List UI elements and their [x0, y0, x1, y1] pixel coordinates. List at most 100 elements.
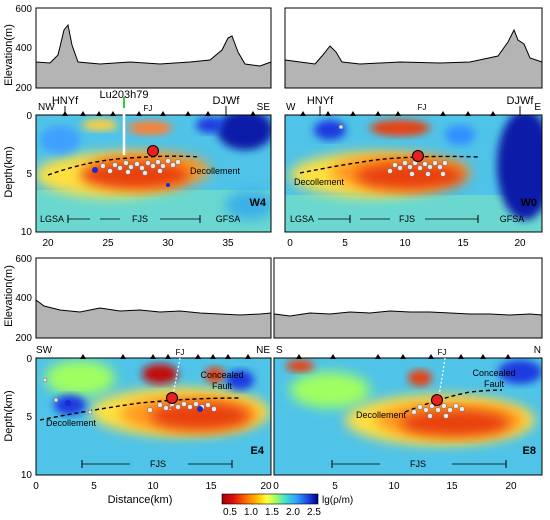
w4-fault1-label: HNYf: [52, 95, 79, 107]
w4-x-tick-20: 20: [42, 238, 54, 249]
w0-seismicity: [338, 124, 448, 177]
e4-x-tick-10: 10: [147, 481, 159, 492]
e4-decollement-label: Decollement: [46, 418, 97, 428]
w0-x-tick-5: 5: [342, 238, 348, 249]
colorbar-label: lg(ρ/m): [322, 495, 353, 506]
depth-tick-5-b: 5: [26, 412, 32, 423]
e8-section: S N FJ Concealed Fault Decollement E8 FJ…: [273, 345, 543, 492]
e8-decollement-label: Decollement: [356, 410, 407, 420]
w4-right-dir: SE: [257, 102, 271, 113]
depth-axis-label-top: Depth(km): [3, 146, 15, 197]
e4-left-dir: SW: [36, 345, 53, 356]
elev-tick-200-a: 200: [15, 83, 32, 94]
e8-x-tick-0: 0: [273, 481, 279, 492]
depth-tick-10-b: 10: [21, 470, 33, 481]
e8-stations: [296, 354, 511, 359]
e4-fj-label: FJ: [176, 348, 185, 357]
elev-tick-200-b: 200: [15, 333, 32, 344]
w0-zone-gfsa: GFSA: [500, 214, 525, 224]
e8-terrain: [273, 310, 543, 339]
w0-zone-lgsa: LGSA: [290, 214, 314, 224]
e8-right-dir: N: [534, 345, 541, 356]
e8-x-tick-5: 5: [332, 481, 338, 492]
w4-section: Lu203h79 NW SE HNYf DJWf FJ Decollement …: [21, 89, 272, 249]
w4-decollement-label: Decollement: [190, 166, 241, 176]
e8-left-dir: S: [276, 345, 283, 356]
e4-concealed-label-2: Fault: [212, 381, 233, 391]
e8-x-tick-15: 15: [446, 481, 458, 492]
w0-terrain: [284, 28, 543, 89]
w4-x-tick-30: 30: [162, 238, 174, 249]
elev-tick-600-a: 600: [15, 4, 32, 15]
w4-fault2-label: DJWf: [213, 95, 241, 107]
w4-mainshock-icon: [147, 145, 159, 157]
elev-tick-400-a: 400: [15, 43, 32, 54]
e4-decollement-line: [39, 397, 241, 421]
w4-zone-lgsa: LGSA: [40, 214, 64, 224]
w4-elevation-panel: 600 400 200: [15, 4, 272, 94]
distance-axis-label: Distance(km): [108, 494, 173, 506]
e8-fj-label: FJ: [438, 348, 447, 357]
w4-stations: [62, 111, 256, 116]
w0-right-dir: E: [534, 102, 541, 113]
e8-decollement-line: [404, 389, 503, 413]
w4-id-label: W4: [250, 197, 267, 209]
w0-x-tick-15: 15: [457, 238, 469, 249]
w4-seismicity: [100, 158, 181, 176]
colorbar-tick-1: 1.0: [244, 507, 258, 518]
colorbar-tick-2: 1.5: [265, 507, 279, 518]
elevation-axis-label-bottom: Elevation(m): [3, 265, 15, 327]
colorbar-gradient: [221, 493, 319, 505]
e4-x-tick-0: 0: [33, 481, 39, 492]
w4-fj-label: FJ: [144, 104, 153, 113]
e8-concealed-label-2: Fault: [484, 379, 505, 389]
depth-axis-label-bottom: Depth(km): [3, 390, 15, 441]
e8-concealed-fault-line: [437, 357, 446, 401]
w4-well-label: Lu203h79: [100, 89, 149, 101]
w4-x-tick-35: 35: [222, 238, 234, 249]
elev-tick-600-b: 600: [15, 254, 32, 265]
w0-decollement-line: [299, 155, 481, 174]
e4-concealed-label-1: Concealed: [200, 370, 243, 380]
colorbar: lg(ρ/m) 0.5 1.0 1.5 2.0 2.5: [221, 493, 353, 518]
e4-elevation-panel: 600 400 200: [15, 254, 272, 344]
w4-x-tick-25: 25: [102, 238, 114, 249]
w4-zone-gfsa: GFSA: [216, 214, 241, 224]
colorbar-tick-3: 2.0: [286, 507, 300, 518]
colorbar-tick-0: 0.5: [223, 507, 237, 518]
w0-fault2-label: DJWf: [507, 95, 535, 107]
e8-concealed-label-1: Concealed: [472, 368, 515, 378]
e4-x-tick-15: 15: [205, 481, 217, 492]
w4-left-dir: NW: [38, 102, 55, 113]
elevation-axis-label-top: Elevation(m): [3, 24, 15, 86]
w0-fault1-label: HNYf: [307, 95, 334, 107]
w0-x-tick-20: 20: [514, 238, 526, 249]
w0-x-tick-10: 10: [399, 238, 411, 249]
e8-id-label: E8: [523, 445, 536, 457]
w0-stations: [300, 111, 496, 116]
e4-id-label: E4: [251, 445, 265, 457]
e4-zone-fjs: FJS: [150, 459, 166, 469]
colorbar-tick-4: 2.5: [307, 507, 321, 518]
elev-tick-400-b: 400: [15, 293, 32, 304]
e4-x-tick-5: 5: [91, 481, 97, 492]
depth-tick-5-a: 5: [26, 169, 32, 180]
e4-section: SW NE FJ Concealed Fault Decollement E4 …: [21, 345, 272, 492]
e4-x-tick-20: 20: [260, 481, 272, 492]
e8-x-tick-10: 10: [388, 481, 400, 492]
w0-mainshock-icon: [412, 150, 424, 162]
e4-terrain: [35, 299, 272, 339]
w0-elevation-panel: [284, 7, 543, 89]
w4-zone-fjs: FJS: [132, 214, 148, 224]
w4-terrain: [35, 23, 272, 89]
w0-section: W E HNYf DJWf FJ Decollement W0 LGSA FJS…: [284, 95, 543, 249]
e4-stations: [80, 354, 251, 359]
w0-id-label: W0: [521, 197, 538, 209]
w4-decollement-line: [47, 155, 201, 176]
e4-right-dir: NE: [256, 345, 270, 356]
w0-x-tick-0: 0: [287, 238, 293, 249]
e8-seismicity: [411, 403, 465, 419]
e8-elevation-panel: [273, 257, 543, 339]
e4-mainshock-icon: [166, 392, 178, 404]
